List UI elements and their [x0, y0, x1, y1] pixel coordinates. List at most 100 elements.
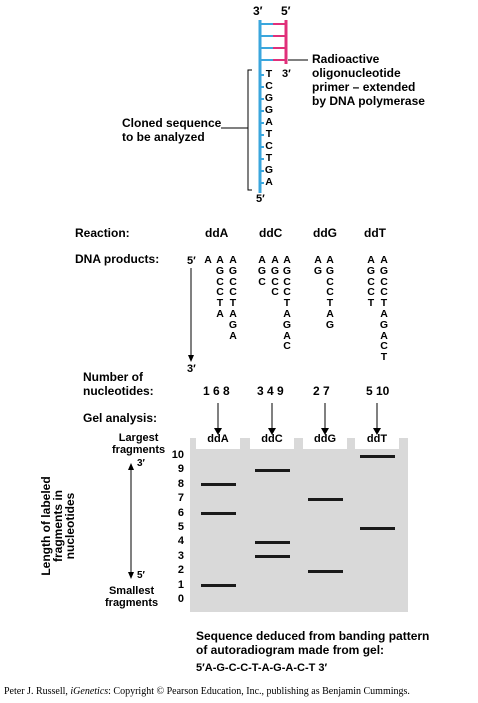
primer-label: Radioactive oligonucleotide primer – ext…	[312, 52, 425, 108]
product-base: A	[216, 254, 224, 266]
gel-tick-label: 10	[171, 449, 184, 461]
product-base: C	[367, 286, 375, 299]
template-base: T	[265, 128, 273, 140]
gel-tick-label: 3	[177, 549, 184, 562]
gel-3prime: 3′	[137, 458, 145, 469]
product-base: G	[325, 318, 335, 331]
gel-lane-ddC: ddC	[261, 433, 283, 445]
product-base: A	[271, 254, 279, 266]
smallest-line-1: Smallest	[108, 585, 155, 597]
product-base: A	[314, 254, 322, 266]
product-base: G	[215, 264, 225, 277]
footer-rest: : Copyright © Pearson Education, Inc., p…	[108, 686, 410, 697]
largest-line-1: Largest	[118, 432, 159, 444]
product-base: G	[228, 318, 238, 331]
y-axis-label: Length of labeled fragments in nucleotid…	[39, 451, 77, 601]
template-3prime-end: 3′	[253, 4, 263, 18]
template-base: T	[265, 68, 273, 80]
deduced-sequence: 5′A-G-C-C-T-A-G-A-C-T 3′	[196, 662, 328, 674]
product-base: C	[216, 275, 224, 288]
product-base: T	[326, 297, 334, 310]
gel-tick-label: 6	[177, 506, 184, 519]
product-base: G	[325, 264, 335, 277]
nucleotides-label-line-1: Number of	[83, 370, 143, 384]
product-base: G	[379, 318, 389, 331]
product-base: A	[283, 254, 291, 266]
product-base: A	[229, 329, 237, 342]
lane-arrows	[214, 403, 381, 435]
template-base: T	[265, 152, 273, 164]
product-base: G	[257, 264, 267, 277]
product-base: C	[326, 286, 334, 299]
cloned-label-line-2: to be analyzed	[122, 130, 205, 144]
gel-tick-label: 8	[177, 477, 184, 490]
product-base: A	[367, 254, 375, 266]
template-base: G	[264, 104, 274, 116]
sequence-title: Sequence deduced from banding pattern of…	[196, 629, 429, 657]
product-base: T	[367, 297, 375, 310]
gel-band-ddC	[255, 540, 290, 544]
product-base: C	[271, 286, 279, 299]
product-base: T	[283, 297, 291, 310]
gel-band-ddC	[255, 555, 290, 559]
gel-band-ddA	[201, 483, 236, 487]
reaction-ddC: ddC	[259, 226, 283, 240]
gel-tick-label: 5	[177, 521, 184, 533]
product-column: A	[203, 255, 213, 266]
gel-band-ddT	[360, 454, 395, 458]
product-base: G	[313, 264, 323, 277]
primer-label-line-3: primer – extended	[312, 80, 416, 94]
dna-products-label: DNA products:	[75, 252, 160, 266]
sequence-title-line-2: of autoradiogram made from gel:	[196, 643, 385, 657]
reaction-ddT: ddT	[364, 226, 386, 240]
primer-label-line-2: oligonucleotide	[312, 66, 401, 80]
largest-line-2: fragments	[112, 444, 166, 456]
gel-tick-label: 9	[177, 463, 184, 476]
nucleotides-ddT: 5 10	[366, 384, 390, 398]
product-base: A	[283, 307, 291, 320]
product-base: C	[271, 275, 279, 288]
template-base: G	[264, 92, 274, 104]
product-base: C	[283, 275, 291, 288]
product-base: T	[229, 297, 237, 310]
gel-tick-label: 1	[177, 578, 184, 591]
product-base: C	[380, 275, 388, 288]
template-base: A	[265, 176, 273, 188]
product-base: G	[366, 264, 376, 277]
template-base: A	[265, 116, 273, 128]
gel	[190, 438, 408, 612]
gel-tick-label: 4	[177, 535, 184, 548]
gel-band-ddA	[201, 584, 236, 588]
gel-band-ddT	[360, 526, 395, 530]
nucleotides-ddA: 1 6 8	[203, 384, 230, 398]
gel-5prime: 5′	[137, 570, 145, 581]
product-base: C	[229, 275, 237, 288]
primer-3prime-end: 3′	[282, 68, 291, 80]
footer-book: iGenetics	[70, 686, 109, 697]
product-base: G	[228, 264, 238, 277]
product-base: C	[258, 275, 266, 288]
product-base: C	[216, 286, 224, 299]
product-base: A	[229, 254, 237, 266]
product-base: A	[380, 307, 388, 320]
product-base: C	[380, 340, 388, 353]
product-base: T	[380, 297, 388, 310]
nucleotides-label-line-2: nucleotides:	[83, 384, 154, 398]
cloned-label-line-1: Cloned sequence	[122, 116, 222, 130]
product-base: A	[380, 254, 388, 266]
product-base: C	[283, 286, 291, 299]
template-base: G	[264, 164, 274, 176]
product-base: C	[326, 275, 334, 288]
y-axis-line-3: nucleotides	[63, 492, 77, 560]
template-base: C	[265, 140, 273, 152]
product-base: G	[282, 318, 292, 331]
product-base: C	[380, 286, 388, 299]
gel-band-ddG	[308, 497, 343, 501]
gel-band-ddG	[308, 569, 343, 573]
gel-band-ddA	[201, 512, 236, 516]
gel-tick-label: 2	[177, 564, 184, 577]
